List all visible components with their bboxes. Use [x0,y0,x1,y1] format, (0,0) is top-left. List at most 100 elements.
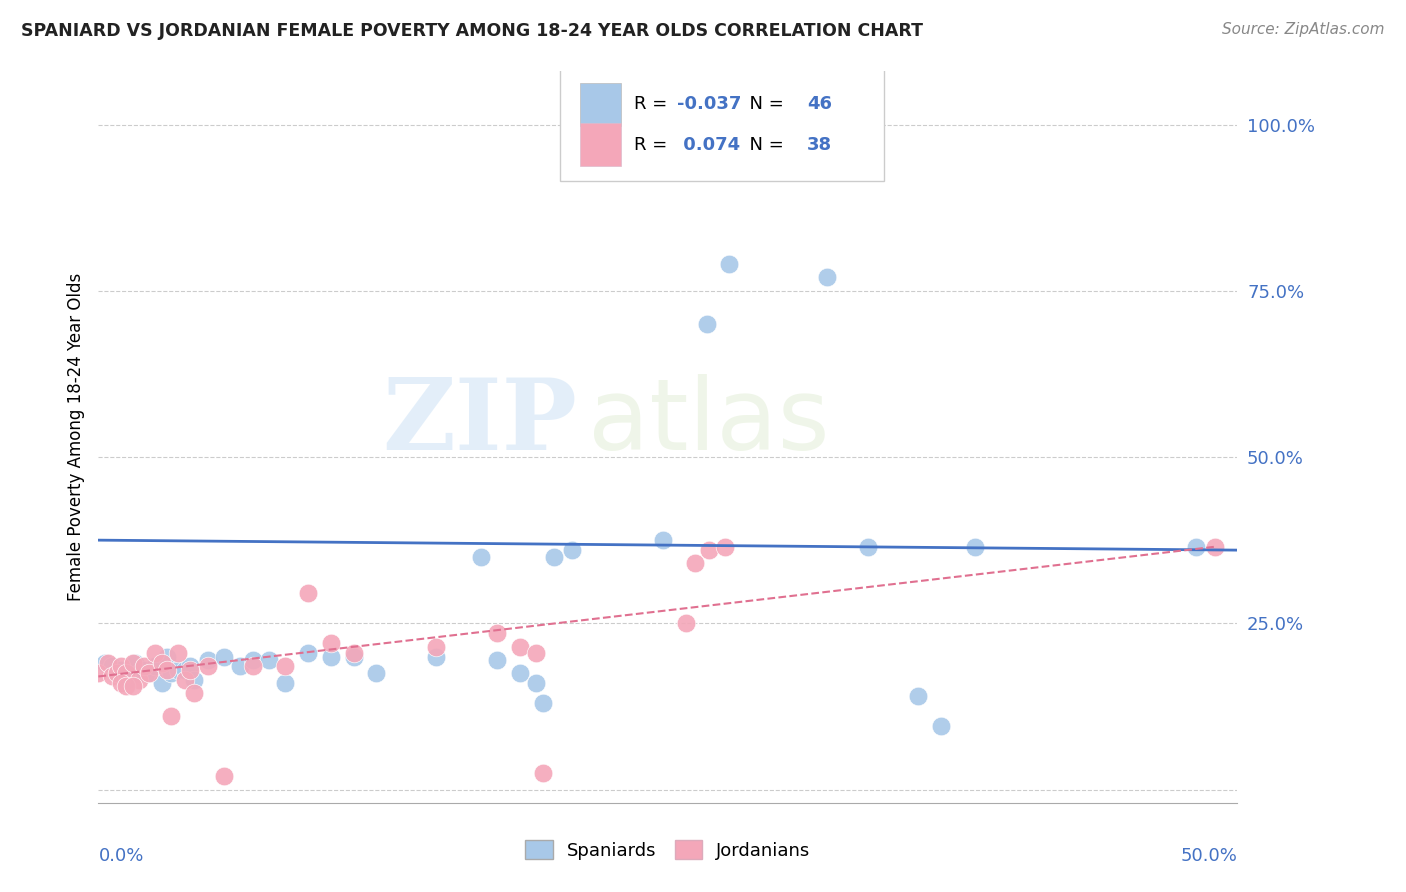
Point [132,659,155,673]
Point [274,676,297,690]
Point [561,543,583,558]
Point [114,673,136,687]
Point [683,557,706,571]
Point [87,666,110,681]
Point [156,649,179,664]
Point [105,666,128,681]
Point [96,656,118,670]
Text: Source: ZipAtlas.com: Source: ZipAtlas.com [1222,22,1385,37]
Point [509,666,531,681]
FancyBboxPatch shape [581,83,621,126]
Point [242,659,264,673]
Point [128,673,150,687]
Text: ZIP: ZIP [382,374,576,471]
Point [259,653,281,667]
Point [121,680,143,694]
Point [156,663,179,677]
Point [366,666,388,681]
Point [183,673,205,687]
Point [228,659,250,673]
Legend: Spaniards, Jordanians: Spaniards, Jordanians [519,833,817,867]
Point [652,533,675,548]
FancyBboxPatch shape [560,68,884,181]
Point [110,676,132,690]
Point [114,666,136,681]
Point [929,719,952,733]
Point [124,656,146,670]
Point [319,649,342,664]
Point [105,666,128,681]
Point [179,663,201,677]
Point [183,686,205,700]
Point [697,543,720,558]
Text: 0.074: 0.074 [676,136,740,153]
Point [94,656,117,670]
Point [242,653,264,667]
Y-axis label: Female Poverty Among 18-24 Year Olds: Female Poverty Among 18-24 Year Olds [66,273,84,601]
Point [675,616,697,631]
Point [425,640,447,654]
Point [197,653,219,667]
Point [101,659,124,673]
Point [1204,540,1226,554]
Point [167,646,190,660]
Point [815,270,838,285]
Point [965,540,987,554]
Point [174,663,197,677]
Point [531,696,554,710]
Point [114,680,136,694]
Point [197,659,219,673]
Point [274,659,297,673]
Point [342,649,364,664]
Point [160,709,183,723]
Point [150,676,173,690]
Text: atlas: atlas [588,374,830,471]
Point [167,663,190,677]
Point [524,646,547,660]
Point [524,676,547,690]
Point [297,646,319,660]
Text: R =: R = [634,136,672,153]
Point [179,659,201,673]
Point [714,540,737,554]
Text: -0.037: -0.037 [676,95,741,113]
Point [145,659,167,673]
Point [907,690,929,704]
Point [128,666,150,681]
Point [110,659,132,673]
Point [297,586,319,600]
Text: R =: R = [634,95,672,113]
Point [858,540,880,554]
Point [150,656,173,670]
Point [101,669,124,683]
Point [121,656,143,670]
Point [212,769,235,783]
Text: N =: N = [738,95,790,113]
Point [121,666,143,681]
Text: 38: 38 [807,136,832,153]
Text: 46: 46 [807,95,832,113]
Text: 0.0%: 0.0% [98,847,143,864]
Point [212,649,235,664]
Text: N =: N = [738,136,790,153]
Point [425,649,447,664]
Point [342,646,364,660]
Point [110,663,132,677]
Point [138,666,160,681]
Point [486,653,509,667]
Point [509,640,531,654]
Point [174,673,197,687]
Text: 50.0%: 50.0% [1181,847,1237,864]
Point [543,549,565,564]
Point [160,666,183,681]
Point [486,626,509,640]
Point [531,765,554,780]
FancyBboxPatch shape [581,123,621,166]
Text: SPANIARD VS JORDANIAN FEMALE POVERTY AMONG 18-24 YEAR OLDS CORRELATION CHART: SPANIARD VS JORDANIAN FEMALE POVERTY AMO… [21,22,924,40]
Point [117,666,139,681]
Point [470,549,492,564]
Point [718,257,741,271]
Point [132,663,155,677]
Point [319,636,342,650]
Point [696,317,718,331]
